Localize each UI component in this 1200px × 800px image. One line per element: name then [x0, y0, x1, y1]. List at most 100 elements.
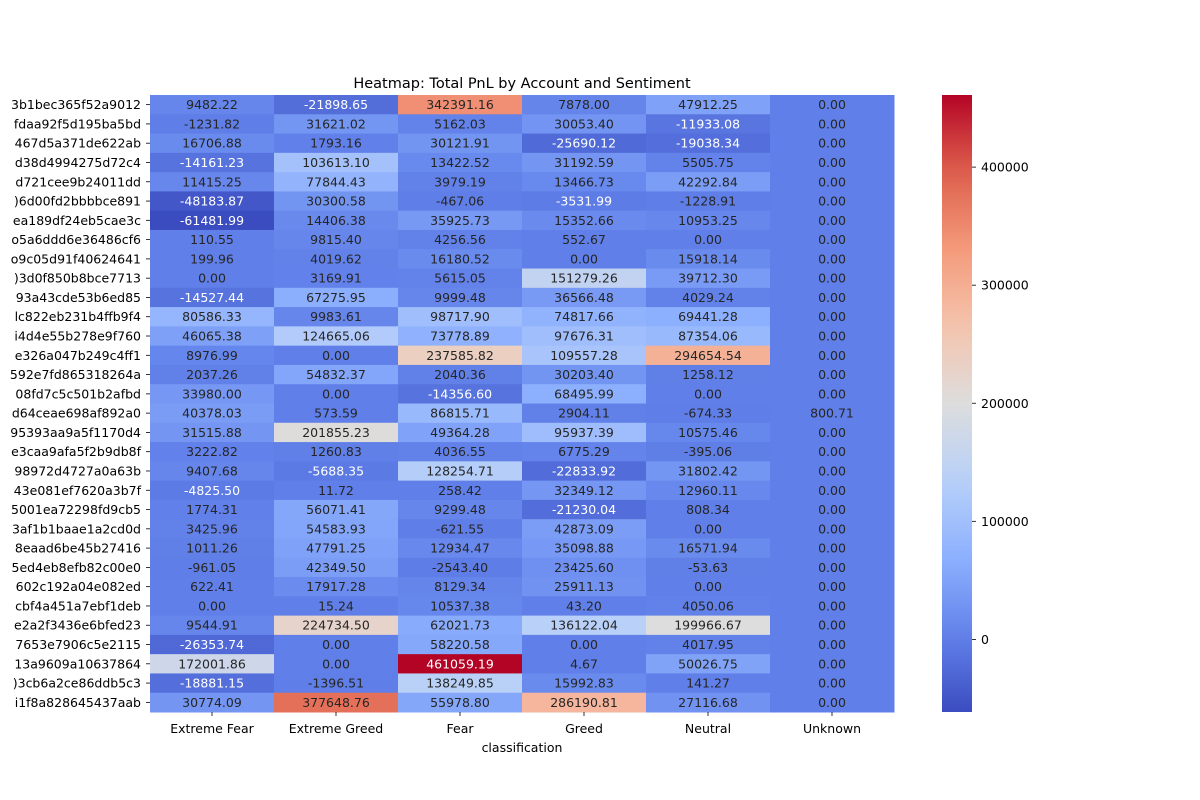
heatmap-cell: [398, 307, 523, 327]
cell-value-label: 2904.11: [558, 406, 610, 421]
cell-value-label: 2037.26: [186, 367, 238, 382]
heatmap-cell: [522, 229, 647, 250]
heatmap-cell: [770, 499, 895, 520]
heatmap-cell: [398, 634, 523, 655]
heatmap-cell: [274, 229, 399, 250]
heatmap-cell: [522, 480, 647, 501]
cell-value-label: 0.00: [322, 386, 350, 401]
heatmap-cell: [398, 384, 523, 404]
heatmap-cell: [150, 95, 275, 115]
cell-value-label: 0.00: [818, 541, 846, 556]
cell-value-label: 47912.25: [678, 97, 738, 112]
cell-value-label: 4050.06: [682, 598, 734, 613]
y-tick-label: 592e7fd865318264a: [10, 367, 141, 382]
cell-value-label: 3169.91: [310, 271, 362, 286]
cell-value-label: 5615.05: [434, 271, 486, 286]
y-tick-label: 08fd7c5c501b2afbd: [15, 386, 141, 401]
heatmap-cell: [770, 538, 895, 559]
heatmap-cell: [770, 480, 895, 501]
cell-value-label: 151279.26: [550, 271, 618, 286]
heatmap-cell: [522, 345, 647, 366]
heatmap-cell: [522, 634, 647, 655]
cell-value-label: 42292.84: [678, 174, 738, 189]
cell-value-label: -22833.92: [552, 463, 616, 478]
heatmap-cell: [150, 268, 275, 289]
y-tick-label: e3caa9afa5f2b9db8f: [11, 444, 142, 459]
cell-value-label: 3222.82: [186, 444, 238, 459]
cell-value-label: -25690.12: [552, 136, 616, 151]
heatmap-cell: [274, 673, 399, 694]
heatmap-cell: [646, 268, 771, 289]
heatmap-cell: [274, 615, 399, 636]
heatmap-cell: [646, 114, 771, 135]
heatmap-cell: [274, 577, 399, 597]
cell-value-label: 0.00: [818, 116, 846, 131]
heatmap-cell: [274, 634, 399, 655]
heatmap-cell: [274, 210, 399, 231]
y-tick-label: d64ceae698af892a0: [12, 406, 141, 421]
cell-value-label: 0.00: [818, 309, 846, 324]
heatmap-cell: [398, 326, 523, 347]
cell-value-label: 0.00: [818, 598, 846, 613]
cell-value-label: 0.00: [818, 637, 846, 652]
heatmap-cell: [646, 557, 771, 578]
cell-value-label: -467.06: [436, 194, 484, 209]
heatmap-cell: [150, 191, 275, 212]
cell-value-label: 10537.38: [430, 598, 490, 613]
heatmap-cell: [398, 249, 523, 270]
cell-value-label: 68495.99: [554, 386, 614, 401]
cell-value-label: 4017.95: [682, 637, 734, 652]
cell-value-label: 58220.58: [430, 637, 490, 652]
cell-value-label: -14356.60: [428, 386, 492, 401]
heatmap-cell: [398, 172, 523, 192]
y-tick-label: 602c192a04e082ed: [16, 579, 141, 594]
cell-value-label: 0.00: [322, 637, 350, 652]
heatmap-cell: [770, 287, 895, 308]
cell-value-label: 0.00: [818, 483, 846, 498]
heatmap-cell: [398, 499, 523, 520]
heatmap-cell: [274, 191, 399, 212]
heatmap-plot-area: 9482.22 -21898.65 342391.16 7878.00 47912.25…: [150, 95, 895, 713]
heatmap-cell: [770, 673, 895, 694]
heatmap-cell: [770, 95, 895, 115]
y-tick-labels: 3b1bec365f52a9012 fdaa92f5d195ba5bd 467d5a…: [10, 97, 150, 710]
heatmap-cell: [398, 191, 523, 212]
y-tick-label: 95393aa9a5f1170d4: [10, 425, 141, 440]
cell-value-label: -18881.15: [180, 676, 244, 691]
heatmap-cell: [522, 114, 647, 135]
cell-value-label: 0.00: [198, 271, 226, 286]
y-tick-label: o9c05d91f40624641: [11, 251, 141, 266]
heatmap-cell: [522, 654, 647, 674]
cell-value-label: 3425.96: [186, 521, 238, 536]
cell-value-label: 0.00: [694, 232, 722, 247]
cell-value-label: 461059.19: [426, 656, 494, 671]
heatmap-cell: [770, 133, 895, 154]
cell-value-label: 0.00: [818, 155, 846, 170]
heatmap-cell: [770, 364, 895, 385]
heatmap-cell: [274, 596, 399, 617]
cell-value-label: 237585.82: [426, 348, 494, 363]
cell-value-label: -19038.34: [676, 136, 740, 151]
heatmap-cell: [646, 172, 771, 192]
heatmap-cell: [274, 557, 399, 578]
cell-value-label: 16706.88: [182, 136, 242, 151]
heatmap-cell: [398, 268, 523, 289]
x-tick-label: Unknown: [803, 721, 861, 736]
heatmap-cell: [522, 673, 647, 694]
heatmap-cell: [522, 557, 647, 578]
heatmap-cell: [274, 95, 399, 115]
cell-value-label: 0.00: [818, 695, 846, 710]
y-tick-label: e2a2f3436e6bfed23: [14, 618, 141, 633]
cell-value-label: 0.00: [818, 329, 846, 344]
colorbar-gradient: [942, 95, 972, 712]
cell-value-label: 808.34: [686, 502, 730, 517]
cell-value-label: -674.33: [684, 406, 732, 421]
heatmap-cell: [522, 364, 647, 385]
cell-value-label: 258.42: [438, 483, 482, 498]
heatmap-cell: [646, 133, 771, 154]
heatmap-cell: [150, 634, 275, 655]
cell-value-label: 0.00: [818, 463, 846, 478]
heatmap-cell: [274, 692, 399, 713]
cell-value-label: 95937.39: [554, 425, 614, 440]
heatmap-cell: [150, 519, 275, 539]
